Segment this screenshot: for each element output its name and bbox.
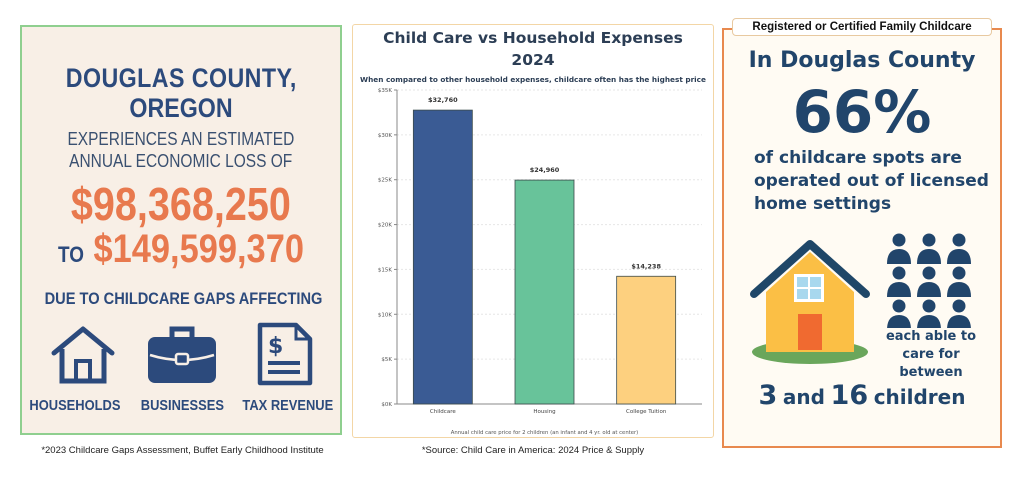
stat-description: of childcare spots are operated out of l… [754, 147, 989, 216]
person-icon [917, 266, 941, 297]
desc-line2: operated out of licensed [754, 171, 989, 191]
data-label: $14,238 [631, 262, 661, 270]
each-line2: care for between [899, 347, 963, 380]
panel-title: DOUGLAS COUNTY, [65, 63, 297, 93]
category-label-tax-revenue: TAX REVENUE [242, 397, 334, 414]
person-icon [947, 299, 971, 328]
person-icon [917, 233, 941, 264]
y-tick-label: $25K [378, 178, 392, 184]
desc-line3: home settings [754, 194, 892, 214]
subtitle-line2: ANNUAL ECONOMIC LOSS OF [69, 151, 293, 171]
bar-college-tuition [616, 275, 677, 405]
category-label-households: HOUSEHOLDS [29, 397, 121, 414]
to-word: TO [58, 242, 84, 267]
y-tick-label: $30K [378, 133, 392, 139]
y-tick-label: $35K [378, 88, 392, 94]
range-high: 16 [830, 380, 869, 411]
bar-housing [514, 179, 575, 405]
x-tick-label: Housing [533, 409, 555, 415]
economic-loss-panel: DOUGLAS COUNTY, OREGON EXPERIENCES AN ES… [20, 25, 342, 435]
person-icon [947, 233, 971, 264]
svg-text:$: $ [268, 334, 283, 359]
people-group-icon [887, 233, 971, 328]
county-heading: In Douglas County [748, 48, 976, 73]
panel-tab-label: Registered or Certified Family Childcare [732, 18, 992, 36]
subtitle-line1: EXPERIENCES AN ESTIMATED [67, 129, 295, 149]
y-tick-label: $15K [378, 267, 392, 273]
amount-high: $149,599,370 [93, 227, 304, 271]
bar-chart: $0K $5K $10K $15K $20K $25K $30K $35K $32,760 Chi… [378, 88, 702, 436]
due-to-text: DUE TO CHILDCARE GAPS AFFECTING [44, 289, 323, 308]
each-line1: each able to [885, 329, 977, 344]
family-childcare-panel: In Douglas County 66% of childcare spots… [722, 28, 1002, 448]
chart-footnote: *Source: Child Care in America: 2024 Pri… [421, 445, 645, 456]
y-tick-label: $0K [381, 402, 392, 408]
amount-low: $98,368,250 [71, 178, 291, 230]
person-icon [917, 299, 941, 328]
x-tick-label: College Tuition [626, 409, 667, 415]
person-icon [947, 266, 971, 297]
house-icon [51, 326, 115, 384]
person-icon [887, 299, 911, 328]
tax-document-icon: $ [257, 322, 313, 386]
category-label-businesses: BUSINESSES [140, 397, 224, 414]
chart-title: Child Care vs Household Expenses [383, 29, 683, 47]
range-low: 3 [758, 380, 778, 411]
range-and: and [782, 385, 825, 409]
y-tick-label: $5K [381, 357, 392, 363]
y-tick-label: $20K [378, 223, 392, 229]
y-tick-label: $10K [378, 312, 392, 318]
range-unit: children [873, 385, 966, 409]
x-axis-label: Annual child care price for 2 children (… [451, 430, 639, 436]
x-tick-label: Childcare [430, 409, 456, 415]
capacity-text: each able to care for between [874, 328, 988, 382]
home-illustration-icon [750, 240, 870, 364]
percent-stat: 66% [792, 78, 932, 146]
briefcase-icon [148, 326, 216, 383]
children-range: 3 and 16 children [724, 380, 1000, 411]
person-icon [887, 266, 911, 297]
desc-line1: of childcare spots are [754, 148, 962, 168]
left-footnote: *2023 Childcare Gaps Assessment, Buffet … [41, 445, 324, 456]
bar-childcare [412, 109, 473, 405]
chart-year: 2024 [511, 51, 555, 69]
amount-range: TO $149,599,370 [22, 227, 340, 272]
person-icon [887, 233, 911, 264]
data-label: $24,960 [530, 166, 560, 174]
data-label: $32,760 [428, 96, 458, 104]
chart-subtitle: When compared to other household expense… [360, 75, 706, 84]
panel-title-line2: OREGON [129, 93, 233, 123]
